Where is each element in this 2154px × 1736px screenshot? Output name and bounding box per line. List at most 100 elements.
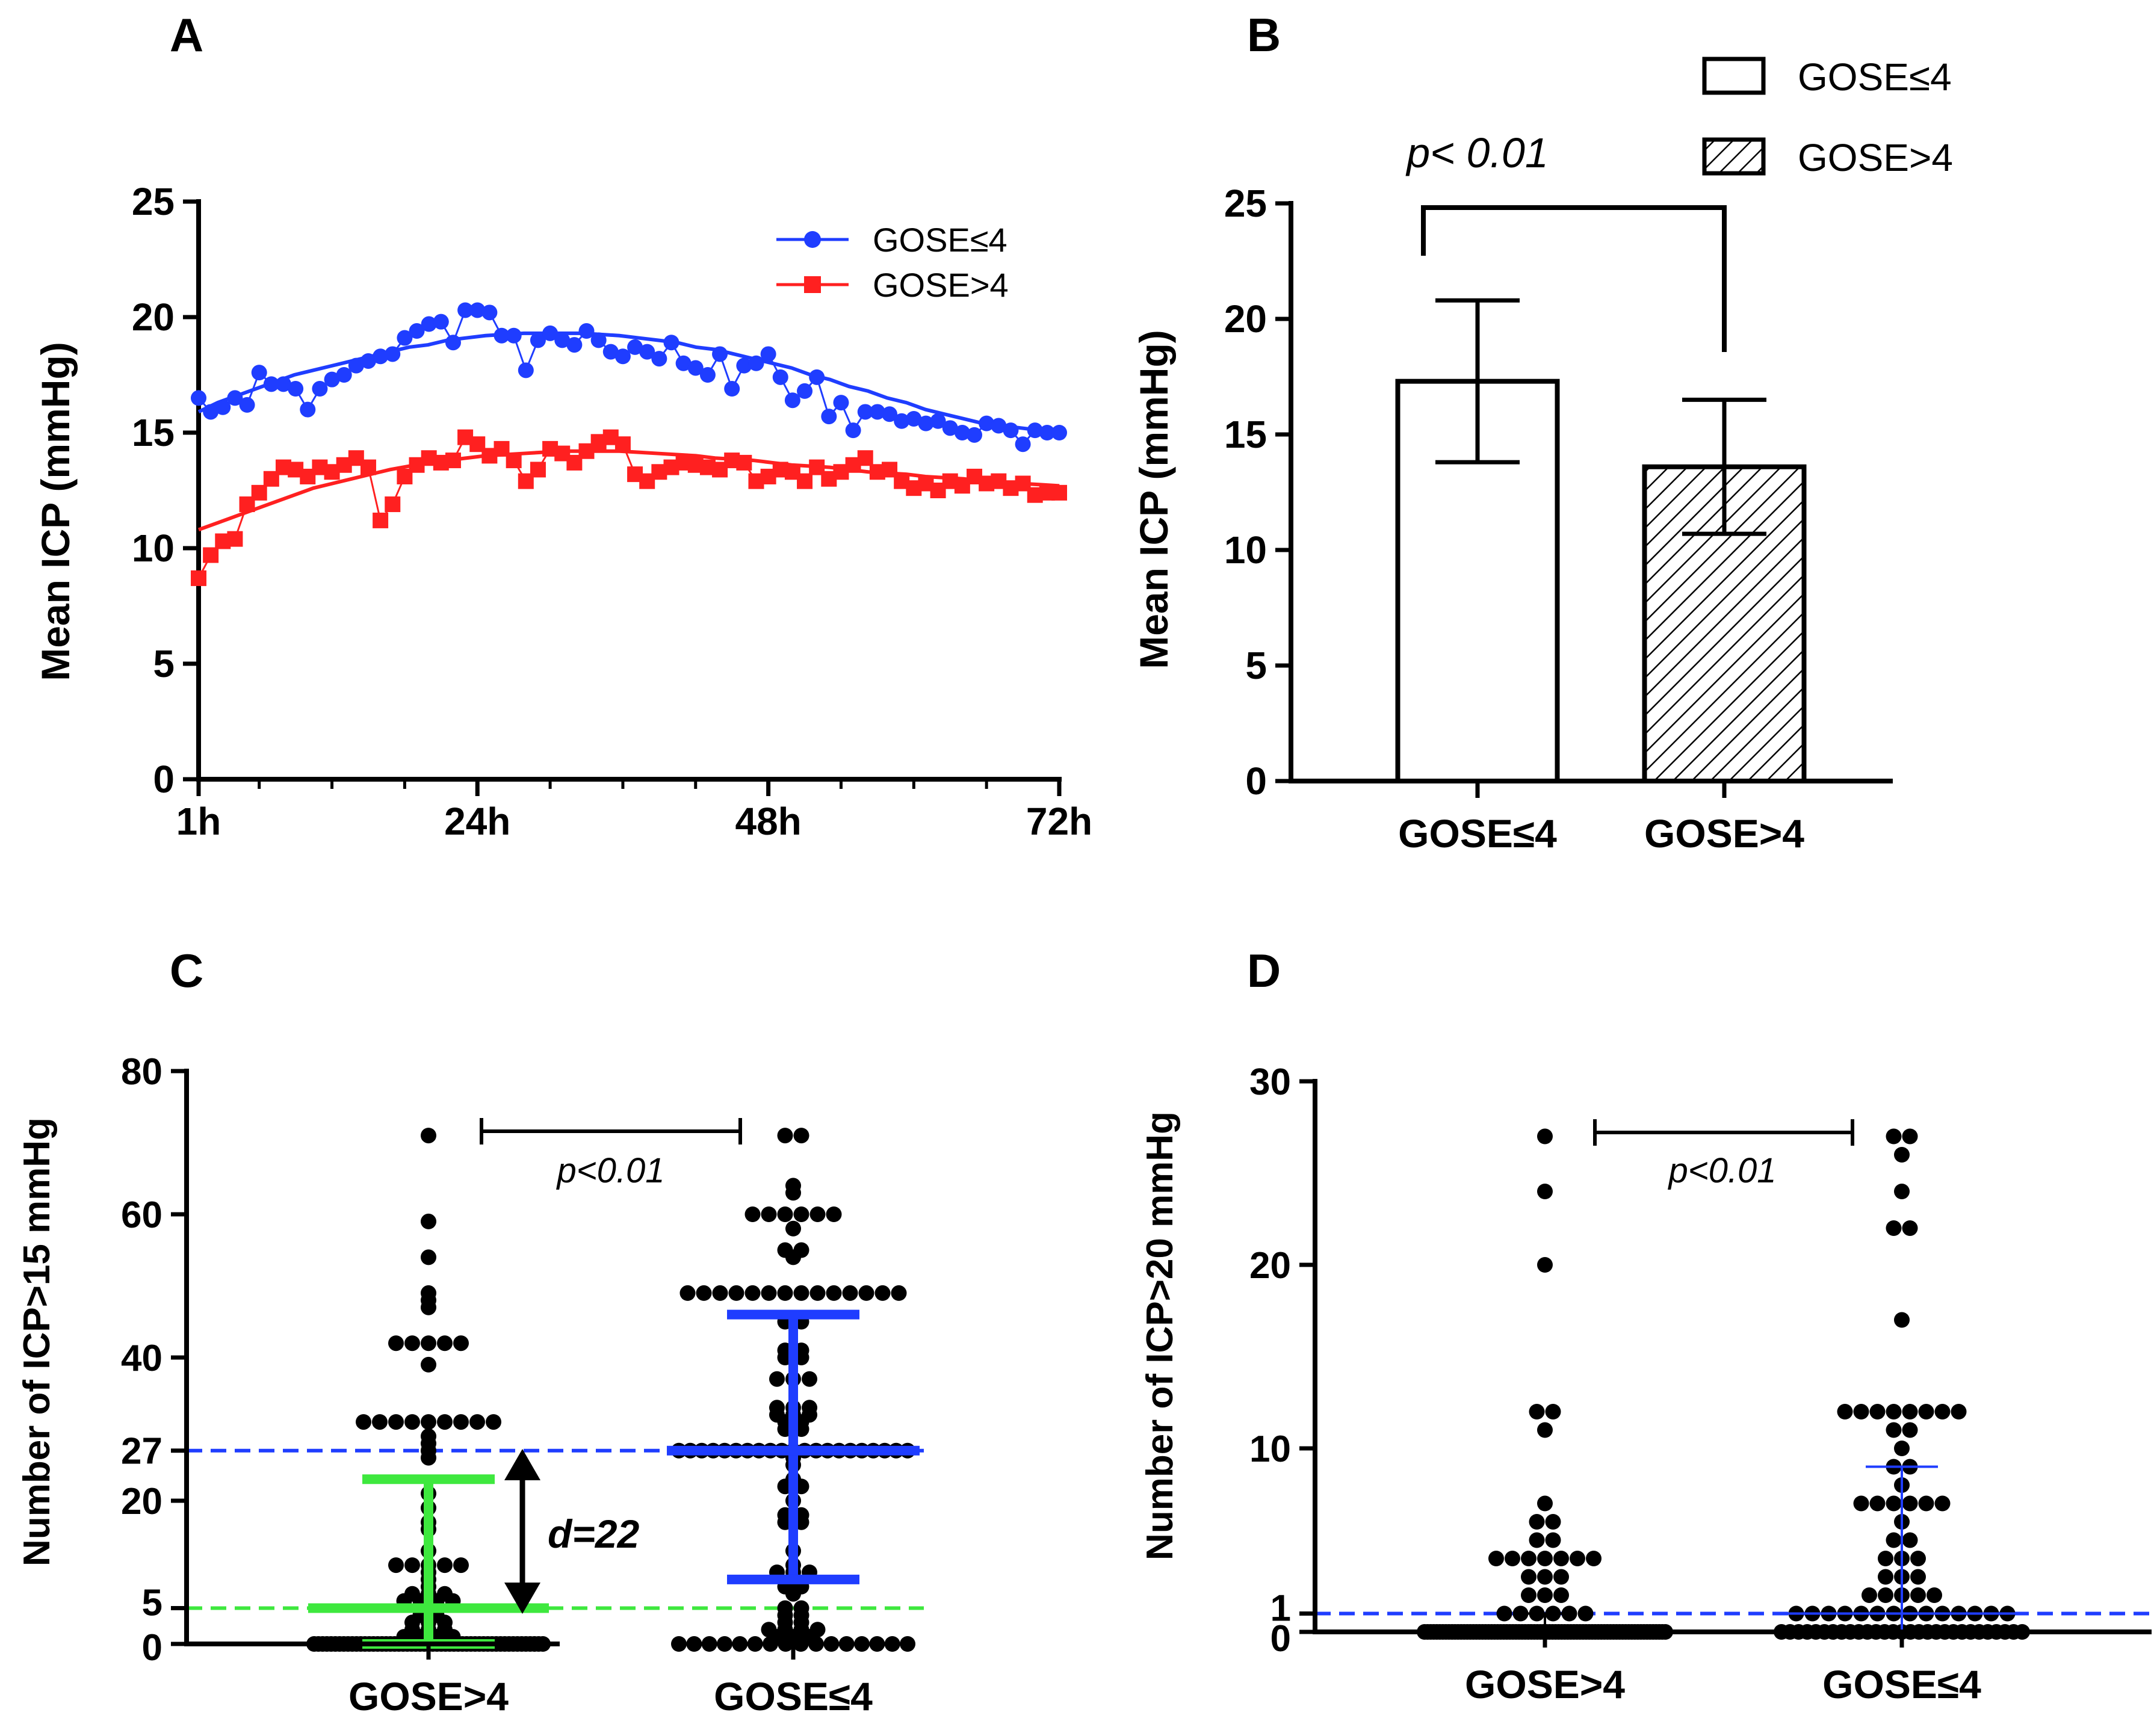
panel-d-dot — [1496, 1605, 1512, 1622]
panel-a-axes: 0 5 10 15 20 25 1h 24h 48h 72h — [132, 180, 1092, 843]
panel-a-y-tick-label: 0 — [153, 758, 175, 801]
panel-c-axes: 05 20 27 40 60 80 GOSE>4 GOSE≤4 — [121, 1051, 873, 1719]
panel-c-dot — [747, 1636, 763, 1652]
panel-c-dot — [421, 1285, 436, 1301]
panel-a-point — [385, 496, 401, 513]
panel-d-dot — [1886, 1532, 1902, 1548]
panel-a-point — [894, 413, 910, 429]
panel-a-point — [530, 332, 546, 348]
panel-a-point — [809, 369, 825, 385]
panel-c-y-tick-label: 60 — [121, 1194, 162, 1236]
panel-a-point — [748, 355, 764, 371]
panel-c-dot — [777, 1206, 793, 1222]
panel-a-point — [578, 323, 595, 339]
panel-c-y-tick-label: 0 — [142, 1627, 162, 1669]
panel-d-dot — [1529, 1404, 1545, 1419]
panel-a-point — [275, 376, 291, 392]
panel-d-y-axis-label: Number of ICP>20 mmHg — [1139, 1111, 1181, 1560]
panel-a-point — [736, 454, 752, 471]
panel-c-dot — [421, 1428, 436, 1444]
panel-c-dot — [826, 1206, 842, 1222]
panel-c-x-tick-label: GOSE≤4 — [714, 1674, 873, 1719]
panel-a-point — [712, 346, 728, 362]
panel-a-point — [772, 369, 788, 385]
panel-d-y-tick-label: 10 — [1249, 1429, 1291, 1470]
panel-d-dot — [1505, 1551, 1520, 1566]
panel-c-dot — [884, 1636, 900, 1652]
panel-a-point — [1051, 425, 1067, 440]
panel-a-point — [797, 383, 813, 399]
panel-b-y-tick-label: 15 — [1224, 413, 1267, 456]
panel-a-point — [784, 392, 800, 409]
panel-b-axes: 0 5 10 15 20 25 GOSE≤4 GOSE>4 — [1224, 182, 1893, 856]
panel-c-dot — [793, 1206, 809, 1222]
panel-b-x-tick-label: GOSE>4 — [1644, 811, 1804, 856]
panel-c-dot — [826, 1285, 842, 1301]
panel-c-dot — [696, 1285, 712, 1301]
panel-a-point — [602, 344, 619, 360]
panel-c-dot — [809, 1206, 826, 1222]
panel-a-y-tick-label: 5 — [153, 642, 175, 685]
panel-a-point — [373, 512, 389, 528]
panel-c-dot — [793, 1285, 809, 1301]
panel-c-dot — [421, 1128, 436, 1144]
panel-d-dot — [1918, 1404, 1934, 1419]
panel-c-dot — [404, 1414, 420, 1430]
panel-d-y-tick-label: 20 — [1249, 1245, 1291, 1287]
panel-c-dots — [306, 1128, 915, 1652]
panel-b-bar-chart: 0 5 10 15 20 25 GOSE≤4 GOSE>4 Mean ICP (mmHg) p… — [1131, 55, 1953, 856]
panel-a-point — [360, 353, 376, 369]
panel-a-point — [845, 422, 861, 439]
panel-a-point — [1039, 425, 1055, 440]
panel-c-y-tick-label: 20 — [121, 1481, 162, 1522]
panel-c-dot — [874, 1285, 891, 1301]
panel-a-series — [191, 302, 1067, 586]
panel-a-point — [469, 302, 486, 318]
panel-a-point — [566, 337, 583, 353]
panel-d-x-tick-label: GOSE>4 — [1465, 1662, 1625, 1707]
panel-label-b: B — [1247, 8, 1281, 61]
panel-a-point — [1015, 436, 1031, 453]
panel-c-dot — [838, 1636, 855, 1652]
panel-c-dot — [486, 1414, 501, 1430]
panel-a-point — [627, 339, 643, 355]
panel-a-point — [203, 547, 219, 563]
panel-c-dot — [671, 1636, 687, 1652]
panel-a-point — [312, 381, 328, 397]
panel-d-dot — [1869, 1495, 1886, 1512]
panel-a-point — [191, 570, 206, 586]
panel-a-point — [724, 381, 740, 397]
panel-c-dot — [793, 1600, 809, 1616]
panel-a-point — [967, 427, 983, 443]
panel-c-dot — [785, 1220, 801, 1237]
panel-c-dot — [388, 1557, 404, 1574]
panel-d-dot — [1894, 1312, 1910, 1328]
panel-c-dot — [469, 1414, 485, 1430]
panel-d-dot — [1910, 1569, 1926, 1585]
panel-a-point — [409, 323, 425, 339]
panel-d-dot — [1529, 1514, 1545, 1530]
panel-a-x-tick-label: 1h — [176, 800, 221, 843]
panel-c-y-axis-label: Number of ICP>15 mmHg — [16, 1117, 58, 1566]
panel-c-dot — [858, 1285, 874, 1301]
panel-a-point — [639, 344, 655, 360]
panel-a-point — [506, 327, 522, 344]
panel-d-dot — [1894, 1147, 1910, 1163]
panel-c-dot — [777, 1242, 793, 1258]
panel-a-point — [251, 484, 267, 501]
panel-a-point — [300, 401, 316, 418]
panel-d-p-value: p<0.01 — [1667, 1151, 1776, 1190]
panel-a-point — [554, 332, 571, 348]
panel-d-dot — [1869, 1404, 1886, 1419]
panel-a-point — [675, 355, 692, 371]
panel-label-c: C — [170, 944, 203, 997]
legend-marker-circle-icon — [804, 231, 821, 248]
panel-d-dot — [1553, 1569, 1569, 1585]
panel-a-point — [882, 406, 898, 422]
panel-a-point — [760, 346, 776, 362]
panel-a-point — [421, 316, 437, 332]
panel-c-dot — [437, 1414, 453, 1430]
panel-a-point — [918, 415, 934, 431]
panel-a-point — [651, 351, 667, 367]
panel-b-y-tick-label: 10 — [1224, 528, 1267, 572]
